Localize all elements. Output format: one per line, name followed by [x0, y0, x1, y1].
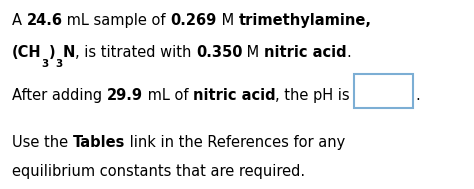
Text: 0.269: 0.269 — [171, 13, 217, 28]
Text: .: . — [347, 45, 352, 60]
Text: M: M — [243, 45, 264, 60]
Text: 24.6: 24.6 — [27, 13, 63, 28]
Text: Tables: Tables — [73, 136, 125, 150]
Text: , the pH is: , the pH is — [275, 88, 350, 103]
Text: nitric acid: nitric acid — [193, 88, 275, 103]
Text: A: A — [12, 13, 27, 28]
Text: , is titrated with: , is titrated with — [75, 45, 196, 60]
Text: 29.9: 29.9 — [107, 88, 143, 103]
FancyBboxPatch shape — [354, 74, 413, 108]
Text: link in the References for any: link in the References for any — [125, 136, 345, 150]
Text: 3: 3 — [41, 59, 49, 69]
Text: ): ) — [49, 45, 55, 60]
Text: M: M — [217, 13, 238, 28]
Text: .: . — [415, 88, 420, 103]
Text: 3: 3 — [55, 59, 63, 69]
Text: 0.350: 0.350 — [196, 45, 243, 60]
Text: After adding: After adding — [12, 88, 107, 103]
Text: nitric acid: nitric acid — [264, 45, 347, 60]
Text: equilibrium constants that are required.: equilibrium constants that are required. — [12, 164, 305, 179]
Text: Use the: Use the — [12, 136, 73, 150]
Text: N: N — [63, 45, 75, 60]
Text: (CH: (CH — [12, 45, 42, 60]
Text: trimethylamine,: trimethylamine, — [238, 13, 372, 28]
Text: mL sample of: mL sample of — [63, 13, 171, 28]
Text: mL of: mL of — [143, 88, 193, 103]
